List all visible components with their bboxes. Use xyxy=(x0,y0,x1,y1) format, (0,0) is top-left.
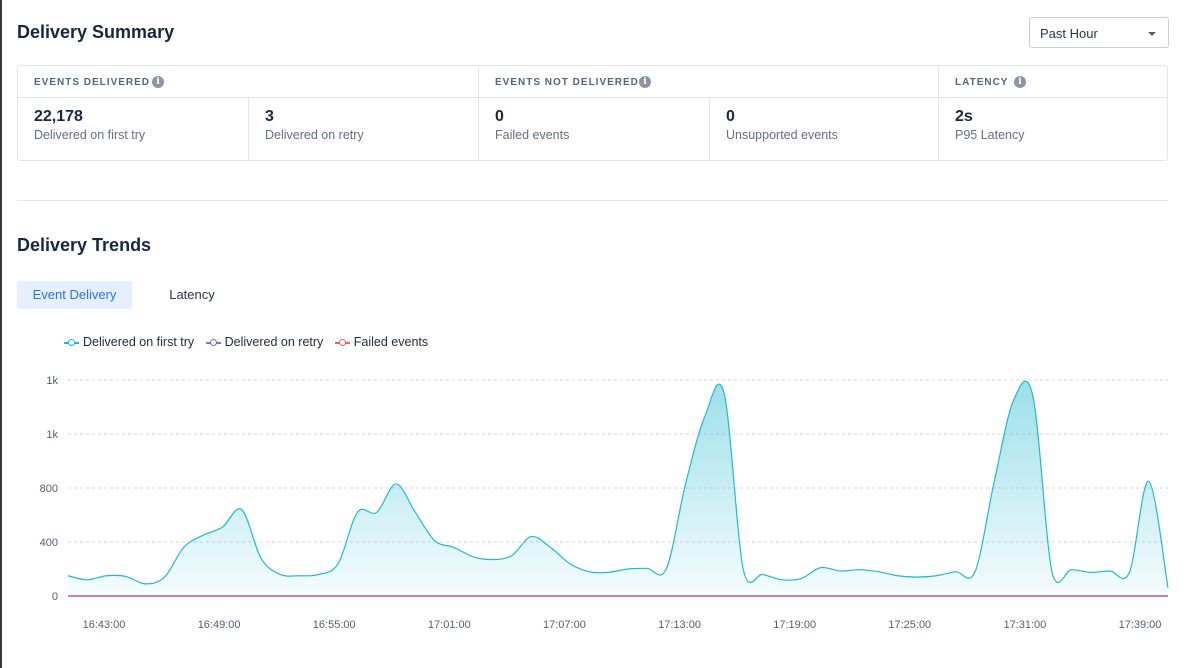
x-tick-label: 17:07:00 xyxy=(543,619,586,631)
x-tick-label: 17:19:00 xyxy=(773,619,816,631)
legend-item-first-try[interactable]: Delivered on first try xyxy=(64,335,194,349)
metric-value: 0 xyxy=(726,108,735,125)
metric-caption: Failed events xyxy=(495,128,570,142)
legend-label: Failed events xyxy=(353,335,429,349)
tab-latency[interactable]: Latency xyxy=(169,287,215,302)
metric-failed: 0 Failed events xyxy=(479,98,709,160)
delivery-trend-chart[interactable]: 0 400 800 1k 1k 16:43:00 16:49:00 16:55:00 17:01… xyxy=(0,360,1188,640)
legend-item-failed[interactable]: Failed events xyxy=(334,335,429,349)
group-label: LATENCY xyxy=(955,77,1009,88)
metric-caption: Unsupported events xyxy=(726,128,838,142)
page-title: Delivery Summary xyxy=(17,22,175,42)
legend-marker xyxy=(334,339,350,346)
group-header: EVENTS NOT DELIVERED i xyxy=(479,66,938,98)
legend-marker xyxy=(64,339,79,346)
metric-first-try: 22,178 Delivered on first try xyxy=(18,98,248,160)
info-icon[interactable]: i xyxy=(152,76,164,88)
x-tick-label: 16:55:00 xyxy=(313,619,356,631)
window-edge xyxy=(0,0,2,668)
metric-value: 2s xyxy=(955,108,973,125)
section-divider xyxy=(17,200,1168,201)
group-header: EVENTS DELIVERED i xyxy=(18,66,478,98)
chart-legend: Delivered on first try Delivered on retr… xyxy=(64,335,436,351)
legend-item-retry[interactable]: Delivered on retry xyxy=(205,335,324,349)
series-line-delivered-first-try xyxy=(67,380,1169,589)
group-label: EVENTS NOT DELIVERED xyxy=(495,77,639,88)
legend-label: Delivered on retry xyxy=(224,335,324,349)
info-icon[interactable]: i xyxy=(1014,76,1026,88)
chevron-down-icon xyxy=(1148,32,1156,36)
group-label: EVENTS DELIVERED xyxy=(34,77,151,88)
section-title: Delivery Trends xyxy=(17,235,152,255)
latency-group: LATENCY i 2s P95 Latency xyxy=(938,66,1167,160)
legend-label: Delivered on first try xyxy=(83,335,195,349)
metric-retry: 3 Delivered on retry xyxy=(248,98,478,160)
x-tick-label: 17:31:00 xyxy=(1003,619,1046,631)
x-tick-label: 17:01:00 xyxy=(428,619,471,631)
y-tick-label: 1k xyxy=(46,375,58,387)
x-tick-label: 16:43:00 xyxy=(83,619,126,631)
metric-value: 22,178 xyxy=(34,108,83,125)
legend-marker xyxy=(205,339,221,346)
metric-p95-latency: 2s P95 Latency xyxy=(939,98,1168,160)
y-tick-label: 400 xyxy=(40,537,58,549)
metric-caption: Delivered on retry xyxy=(265,128,364,142)
metric-value: 3 xyxy=(265,108,274,125)
metric-value: 0 xyxy=(495,108,504,125)
x-tick-label: 16:49:00 xyxy=(198,619,241,631)
y-tick-label: 0 xyxy=(52,591,58,603)
y-tick-label: 1k xyxy=(46,429,58,441)
x-tick-label: 17:39:00 xyxy=(1119,619,1162,631)
x-tick-label: 17:25:00 xyxy=(888,619,931,631)
time-range-select[interactable]: Past Hour xyxy=(1029,17,1169,48)
x-tick-label: 17:13:00 xyxy=(658,619,701,631)
metric-caption: P95 Latency xyxy=(955,128,1025,142)
time-range-value: Past Hour xyxy=(1040,26,1098,41)
tab-event-delivery[interactable]: Event Delivery xyxy=(17,281,132,309)
metric-caption: Delivered on first try xyxy=(34,128,146,142)
metric-unsupported: 0 Unsupported events xyxy=(709,98,938,160)
series-area-delivered-first-try xyxy=(68,381,1168,596)
info-icon[interactable]: i xyxy=(639,76,651,88)
events-delivered-group: EVENTS DELIVERED i 22,178 Delivered on f… xyxy=(18,66,478,160)
group-header: LATENCY i xyxy=(939,66,1167,98)
y-tick-label: 800 xyxy=(40,483,58,495)
delivery-summary-panel: EVENTS DELIVERED i 22,178 Delivered on f… xyxy=(17,65,1168,161)
events-not-delivered-group: EVENTS NOT DELIVERED i 0 Failed events 0… xyxy=(478,66,938,160)
